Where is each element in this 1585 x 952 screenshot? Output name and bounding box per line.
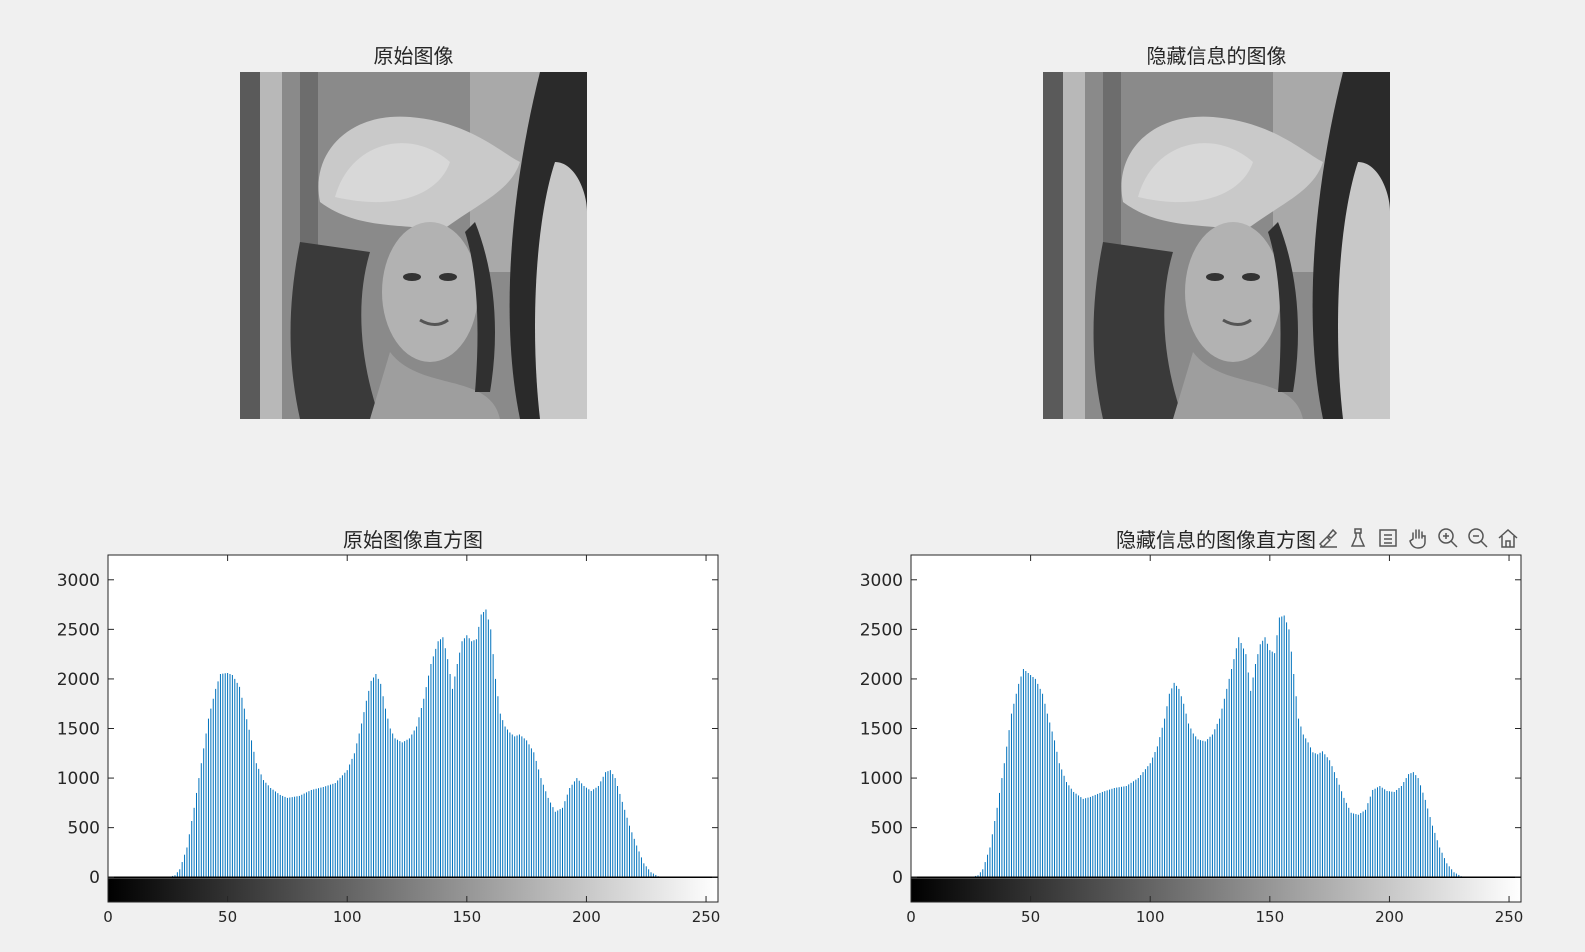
stego-image [1043, 72, 1390, 419]
y-tick-label: 500 [871, 819, 903, 839]
x-tick-label: 0 [103, 908, 113, 926]
y-tick-label: 3000 [860, 571, 903, 591]
y-tick-label: 0 [892, 868, 903, 888]
axes-toolbar [1316, 526, 1520, 550]
y-tick-label: 1500 [57, 720, 100, 740]
x-tick-label: 50 [1021, 908, 1040, 926]
axes-background [108, 555, 718, 902]
x-tick-label: 100 [333, 908, 362, 926]
home-icon[interactable] [1496, 526, 1520, 550]
stego-histogram-title: 隐藏信息的图像直方图 [1116, 528, 1316, 552]
original-histogram-chart[interactable]: 0 500 1000 1500 2000 2500 3000 0 50 100 150 200 250 [0, 0, 800, 952]
y-tick-label: 2500 [860, 620, 903, 640]
x-tick-label: 100 [1136, 908, 1165, 926]
x-tick-label: 150 [453, 908, 482, 926]
axes-background [911, 555, 1521, 902]
y-tick-label: 1500 [860, 720, 903, 740]
y-tick-label: 2500 [57, 620, 100, 640]
legend-icon[interactable] [1376, 526, 1400, 550]
y-tick-label: 3000 [57, 571, 100, 591]
pan-icon[interactable] [1406, 526, 1430, 550]
grayscale-colorbar [108, 878, 718, 902]
y-tick-label: 1000 [57, 769, 100, 789]
x-tick-label: 50 [218, 908, 237, 926]
grayscale-colorbar [911, 878, 1521, 902]
x-tick-label: 250 [1495, 908, 1524, 926]
x-tick-label: 250 [692, 908, 721, 926]
portrait-photo-icon [1043, 72, 1390, 419]
y-tick-label: 2000 [860, 670, 903, 690]
x-tick-label: 0 [906, 908, 916, 926]
stego-image-title: 隐藏信息的图像 [1146, 44, 1287, 68]
y-tick-label: 0 [89, 868, 100, 888]
zoom-in-icon[interactable] [1436, 526, 1460, 550]
zoom-out-icon[interactable] [1466, 526, 1490, 550]
data-tip-icon[interactable] [1346, 526, 1370, 550]
original-histogram-title: 原始图像直方图 [343, 528, 483, 552]
x-tick-label: 200 [572, 908, 601, 926]
x-tick-label: 150 [1256, 908, 1285, 926]
portrait-photo-icon [240, 72, 587, 419]
original-image [240, 72, 587, 419]
y-tick-label: 2000 [57, 670, 100, 690]
y-tick-label: 1000 [860, 769, 903, 789]
original-image-title: 原始图像 [373, 44, 454, 68]
brush-data-icon[interactable] [1316, 526, 1340, 550]
x-tick-label: 200 [1375, 908, 1404, 926]
y-tick-label: 500 [68, 819, 100, 839]
